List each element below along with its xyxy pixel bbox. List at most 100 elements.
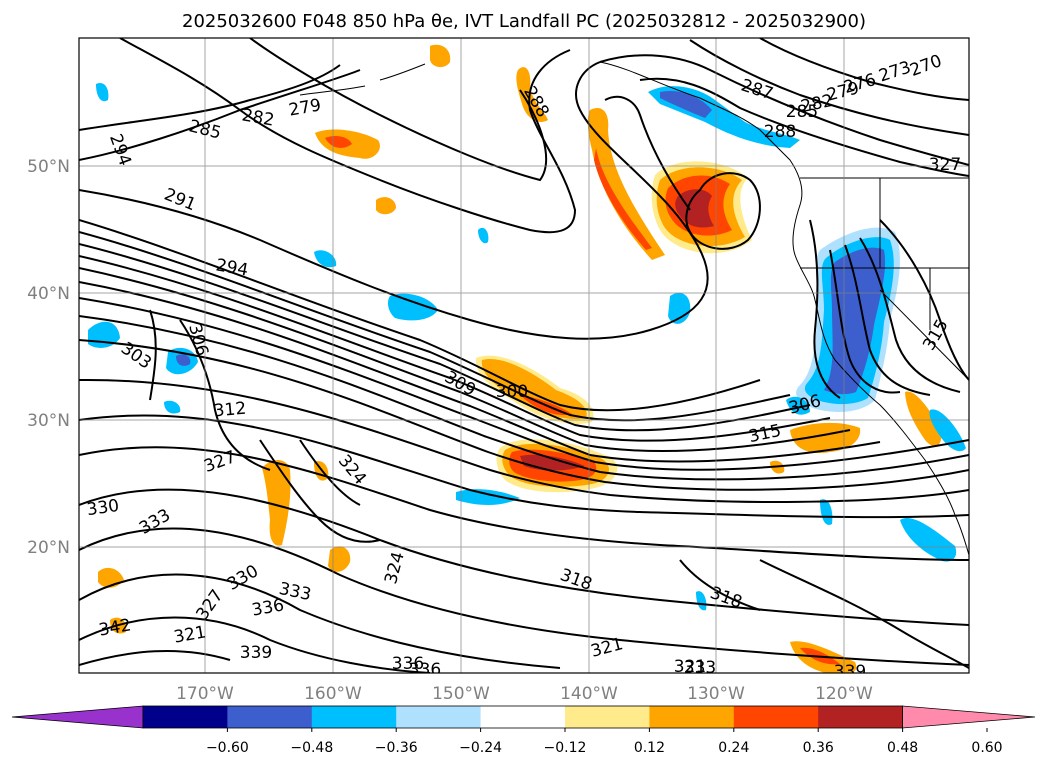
contour-line [829,249,901,394]
colorbar-segment [480,706,566,728]
graticule [79,38,969,673]
colorbar-segment [818,706,904,728]
lat-tick-label: 20°N [27,538,70,558]
contour-line [259,439,381,543]
colorbar-tick-label: 0.24 [718,740,749,756]
contour-line [79,267,851,453]
contour-line [79,573,561,669]
contour-line [79,297,969,471]
lon-tick-label: 120°W [815,684,873,704]
contour-label: 312 [213,399,247,422]
contour-line [79,446,969,561]
contour-label: 288 [764,122,796,142]
contour-label: 336 [392,654,424,674]
contour-label: 339 [834,662,866,682]
contour-line [759,559,969,669]
state-border [800,177,969,381]
contour-line [599,54,969,166]
colorbar-tick-label: −0.60 [206,740,249,756]
contour-label: 330 [86,496,121,520]
lat-tick-label: 30°N [27,411,70,431]
positive-ivt-patch [325,136,352,148]
contour-line [79,339,969,491]
contour-line [79,414,969,519]
positive-ivt-patch [905,391,942,447]
lon-tick-label: 160°W [304,684,362,704]
negative-ivt-patch [478,227,489,244]
lon-tick-label: 150°W [432,684,490,704]
lon-tick-label: 130°W [687,684,745,704]
contour-line [685,172,761,250]
colorbar-segment [396,706,482,728]
positive-ivt-patch [262,459,291,546]
contour-line [179,319,271,471]
contour-label: 285 [786,102,818,122]
contour-line [79,315,969,481]
positive-ivt-patch [376,197,396,215]
contour-line [759,38,969,101]
anomaly-fills [88,44,966,673]
colorbar-frame [142,705,903,729]
colorbar-segment [565,706,650,728]
positive-ivt-patch [675,189,714,228]
lon-tick-label: 140°W [560,684,618,704]
contour-line [879,219,969,381]
contour-label: 300 [496,382,528,402]
contour-line [79,243,811,432]
contour-line [79,231,791,422]
colorbar-tick-label: −0.36 [375,740,418,756]
contour-label: 327 [929,155,961,175]
contour-line [79,527,969,666]
contour-line [79,488,969,626]
negative-ivt-patch [900,518,957,562]
colorbar-tick-label: −0.48 [290,740,333,756]
contour-label: 336 [409,660,441,680]
contour-line [79,255,831,442]
latitude-labels: 50°N 40°N 30°N 20°N [27,157,70,558]
contour-line [639,77,969,177]
negative-ivt-patch [660,90,712,118]
colorbar-segment [733,706,819,728]
negative-ivt-patch [96,82,109,102]
negative-ivt-patch [696,591,707,611]
colorbar-segment [649,706,735,728]
contour-line [79,61,709,340]
lon-tick-label: 170°W [176,684,234,704]
colorbar-tick-label: 0.60 [971,740,1002,756]
colorbar-extend-min [11,705,144,729]
colorbar-tick-label: −0.12 [544,740,587,756]
colorbar: −0.60 −0.48 −0.36 −0.24 −0.12 0.12 0.24 0.36 0.4… [11,705,1036,756]
longitude-labels: 170°W 160°W 150°W 140°W 130°W 120°W [176,684,873,704]
negative-ivt-patch [164,400,181,414]
contour-line [79,219,761,412]
lat-tick-label: 50°N [27,157,70,177]
contour-line [79,616,431,673]
positive-ivt-patch [430,44,451,68]
coastlines [299,61,969,556]
negative-ivt-patch [824,247,886,395]
lat-tick-label: 40°N [27,284,70,304]
colorbar-segment [311,706,397,728]
contour-line [689,39,969,136]
positive-ivt-patch [516,67,548,123]
contour-line [119,38,577,234]
contour-line [79,281,881,463]
theta-e-contours [79,38,969,673]
contour-line [79,378,969,503]
colorbar-segment [143,706,228,728]
colorbar-tick-label: −0.24 [459,740,502,756]
colorbar-extend-max [902,705,1036,729]
contour-label: 321 [674,657,706,677]
contour-line [79,649,231,666]
contour-label: 333 [684,658,716,678]
negative-ivt-patch [820,499,833,525]
negative-ivt-patch [456,489,520,505]
colorbar-segment [227,706,313,728]
map-area: 2702732762792822852882872792822852882942… [79,38,969,682]
negative-ivt-patch [176,354,191,366]
negative-ivt-patch [314,250,337,268]
contour-line [844,244,931,396]
contour-line [249,38,548,182]
coastline [599,61,969,556]
